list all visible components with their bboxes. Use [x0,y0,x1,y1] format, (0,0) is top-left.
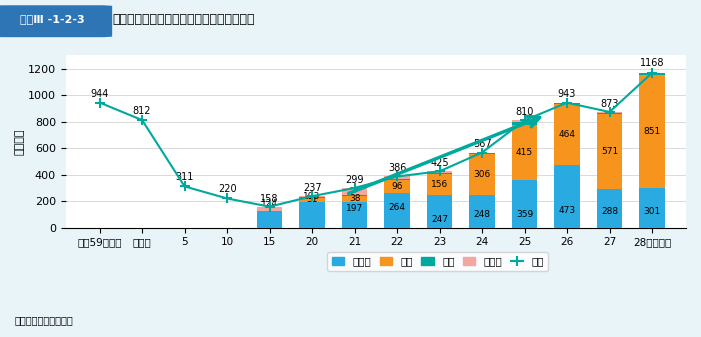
FancyBboxPatch shape [0,5,112,37]
Bar [384,179,410,180]
Bar [342,202,367,227]
Bar [597,113,622,114]
Text: 359: 359 [516,210,533,219]
Text: （注）冷戦期のピーク: （注）冷戦期のピーク [14,315,73,326]
Bar [639,188,665,227]
Text: 943: 943 [558,89,576,99]
Bar [512,180,537,227]
Bar [427,174,452,195]
Text: 220: 220 [218,184,236,194]
Text: 38: 38 [349,194,360,204]
Bar [257,211,283,227]
Text: 306: 306 [473,170,491,179]
Text: 473: 473 [559,206,576,215]
Bar [639,75,665,188]
Bar [639,73,665,75]
Text: 図表Ⅲ -1-2-3: 図表Ⅲ -1-2-3 [20,14,85,24]
Bar [597,114,622,189]
Text: 31: 31 [306,195,318,205]
Text: 1168: 1168 [640,58,665,68]
Bar [342,195,367,196]
Bar [427,171,452,173]
Text: 425: 425 [430,158,449,168]
Bar [299,197,325,198]
Text: 301: 301 [644,207,660,216]
Bar [299,202,325,227]
Text: 264: 264 [388,203,406,212]
Text: 158: 158 [260,194,279,204]
Bar [257,207,283,211]
Bar [384,193,410,227]
Text: 810: 810 [515,107,533,117]
Text: 冷戦期以降の緊急発進実施回数とその内訳: 冷戦期以降の緊急発進実施回数とその内訳 [112,13,254,26]
Text: 567: 567 [472,139,491,149]
Text: 464: 464 [559,130,576,139]
Text: 944: 944 [90,89,109,99]
Text: 248: 248 [474,210,491,219]
Bar [299,198,325,202]
Bar [597,189,622,227]
Bar [427,195,452,227]
Text: 237: 237 [303,183,321,193]
Bar [469,154,495,195]
Text: 193: 193 [304,192,320,201]
Text: 96: 96 [391,182,403,191]
Bar [554,165,580,227]
Text: 288: 288 [601,207,618,216]
Y-axis label: （回数）: （回数） [15,128,25,155]
Text: 415: 415 [516,148,533,157]
Bar [342,188,367,195]
Text: 812: 812 [133,106,151,116]
Text: 311: 311 [175,173,193,182]
Text: 124: 124 [261,199,278,208]
Bar [469,195,495,227]
Bar [342,196,367,202]
Legend: ロシア, 中国, 台湾, その他, 合計: ロシア, 中国, 台湾, その他, 合計 [327,252,548,271]
Text: 156: 156 [431,180,448,189]
Text: 571: 571 [601,147,618,156]
Text: 386: 386 [388,163,407,173]
Bar [512,122,537,125]
Text: 299: 299 [346,175,364,185]
Bar [427,173,452,174]
Text: 851: 851 [644,127,660,136]
Bar [554,103,580,165]
Text: 197: 197 [346,204,363,213]
Bar [512,125,537,180]
Text: 873: 873 [600,99,619,109]
Bar [512,120,537,122]
Text: 247: 247 [431,215,448,224]
Bar [384,180,410,193]
Bar [597,112,622,113]
Bar [299,196,325,197]
Bar [384,177,410,179]
Bar [469,153,495,154]
